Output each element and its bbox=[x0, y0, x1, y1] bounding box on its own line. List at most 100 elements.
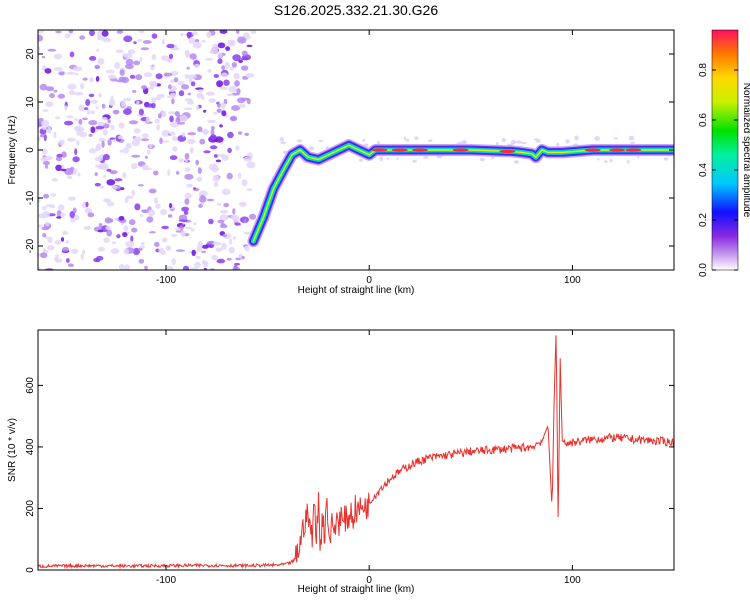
noise-speck bbox=[114, 178, 123, 182]
noise-speck bbox=[177, 81, 185, 86]
noise-speck bbox=[613, 137, 618, 140]
noise-speck bbox=[663, 157, 669, 161]
noise-speck bbox=[107, 139, 112, 146]
noise-speck bbox=[118, 216, 125, 221]
noise-speck bbox=[87, 212, 95, 218]
noise-speck bbox=[556, 142, 560, 148]
noise-speck bbox=[490, 156, 495, 160]
noise-speck bbox=[246, 98, 251, 105]
noise-speck bbox=[184, 167, 191, 172]
figure-title: S126.2025.332.21.30.G26 bbox=[274, 2, 438, 18]
noise-speck bbox=[104, 217, 112, 224]
noise-speck bbox=[68, 90, 76, 95]
noise-speck bbox=[244, 132, 250, 136]
noise-speck bbox=[228, 246, 235, 254]
noise-speck bbox=[510, 139, 517, 145]
x-tick-label: 0 bbox=[366, 275, 372, 286]
noise-speck bbox=[197, 167, 202, 175]
noise-speck bbox=[80, 253, 85, 261]
noise-speck bbox=[216, 80, 224, 88]
noise-speck bbox=[279, 137, 284, 142]
noise-speck bbox=[628, 135, 635, 141]
noise-speck bbox=[219, 30, 228, 34]
noise-speck bbox=[197, 126, 203, 132]
noise-speck bbox=[181, 132, 186, 138]
noise-speck bbox=[229, 115, 238, 122]
spectrogram-x-ticks: -100 0 100 bbox=[156, 30, 581, 286]
noise-speck bbox=[42, 160, 50, 166]
noise-speck bbox=[133, 60, 141, 66]
noise-speck bbox=[102, 37, 112, 43]
noise-speck bbox=[71, 248, 79, 254]
noise-speck bbox=[479, 157, 485, 162]
noise-speck bbox=[119, 149, 124, 153]
noise-speck bbox=[180, 230, 186, 238]
noise-speck bbox=[167, 169, 171, 176]
noise-speck bbox=[160, 110, 167, 118]
noise-speck bbox=[47, 236, 53, 243]
noise-speck bbox=[123, 225, 129, 232]
noise-speck bbox=[221, 154, 229, 162]
noise-speck bbox=[216, 258, 226, 264]
noise-speck bbox=[200, 129, 210, 134]
noise-speck bbox=[201, 39, 206, 43]
noise-speck bbox=[61, 151, 67, 158]
noise-speck bbox=[62, 230, 69, 235]
colorbar-tick-label: 0.6 bbox=[698, 113, 709, 127]
noise-speck bbox=[227, 147, 232, 154]
noise-speck bbox=[170, 233, 178, 237]
noise-speck bbox=[118, 122, 125, 129]
y-tick-label: 10 bbox=[25, 96, 36, 108]
noise-speck bbox=[51, 177, 58, 182]
noise-speck bbox=[221, 65, 226, 71]
noise-speck bbox=[574, 135, 579, 141]
noise-speck bbox=[97, 121, 105, 126]
noise-speck bbox=[144, 265, 148, 270]
noise-speck bbox=[222, 234, 228, 237]
noise-speck bbox=[194, 63, 200, 68]
noise-speck bbox=[88, 93, 95, 98]
noise-speck bbox=[156, 124, 161, 131]
noise-speck bbox=[166, 43, 175, 49]
noise-speck bbox=[184, 49, 190, 57]
noise-speck bbox=[119, 69, 125, 76]
noise-speck bbox=[176, 249, 185, 252]
noise-speck bbox=[66, 71, 75, 75]
noise-speck bbox=[118, 76, 126, 82]
noise-speck bbox=[238, 172, 242, 179]
noise-speck bbox=[182, 265, 190, 270]
noise-speck bbox=[47, 245, 55, 251]
noise-speck bbox=[85, 99, 91, 106]
noise-speck bbox=[40, 157, 47, 162]
noise-speck bbox=[208, 120, 215, 123]
noise-speck bbox=[123, 248, 130, 255]
noise-speck bbox=[72, 207, 77, 214]
noise-speck bbox=[226, 93, 233, 97]
noise-speck bbox=[105, 69, 115, 74]
noise-speck bbox=[74, 91, 84, 96]
noise-speck bbox=[114, 217, 119, 221]
noise-speck bbox=[101, 116, 108, 121]
spectrogram-x-label: Height of straight line (km) bbox=[298, 285, 415, 296]
noise-speck bbox=[195, 159, 199, 166]
noise-speck bbox=[220, 102, 226, 110]
noise-speck bbox=[78, 118, 83, 125]
noise-speck bbox=[121, 100, 126, 108]
noise-speck bbox=[103, 237, 110, 244]
noise-speck bbox=[85, 201, 89, 208]
noise-speck bbox=[54, 256, 59, 262]
noise-speck bbox=[115, 49, 124, 54]
noise-speck bbox=[405, 138, 410, 142]
noise-speck bbox=[219, 214, 229, 222]
noise-speck bbox=[235, 257, 242, 261]
noise-speck bbox=[124, 63, 134, 70]
noise-speck bbox=[73, 66, 83, 72]
noise-speck bbox=[232, 236, 237, 240]
noise-speck bbox=[141, 85, 147, 90]
noise-speck bbox=[171, 258, 176, 266]
noise-speck bbox=[194, 261, 201, 269]
noise-speck bbox=[151, 33, 158, 39]
noise-speck bbox=[45, 164, 48, 169]
noise-speck bbox=[205, 91, 215, 96]
